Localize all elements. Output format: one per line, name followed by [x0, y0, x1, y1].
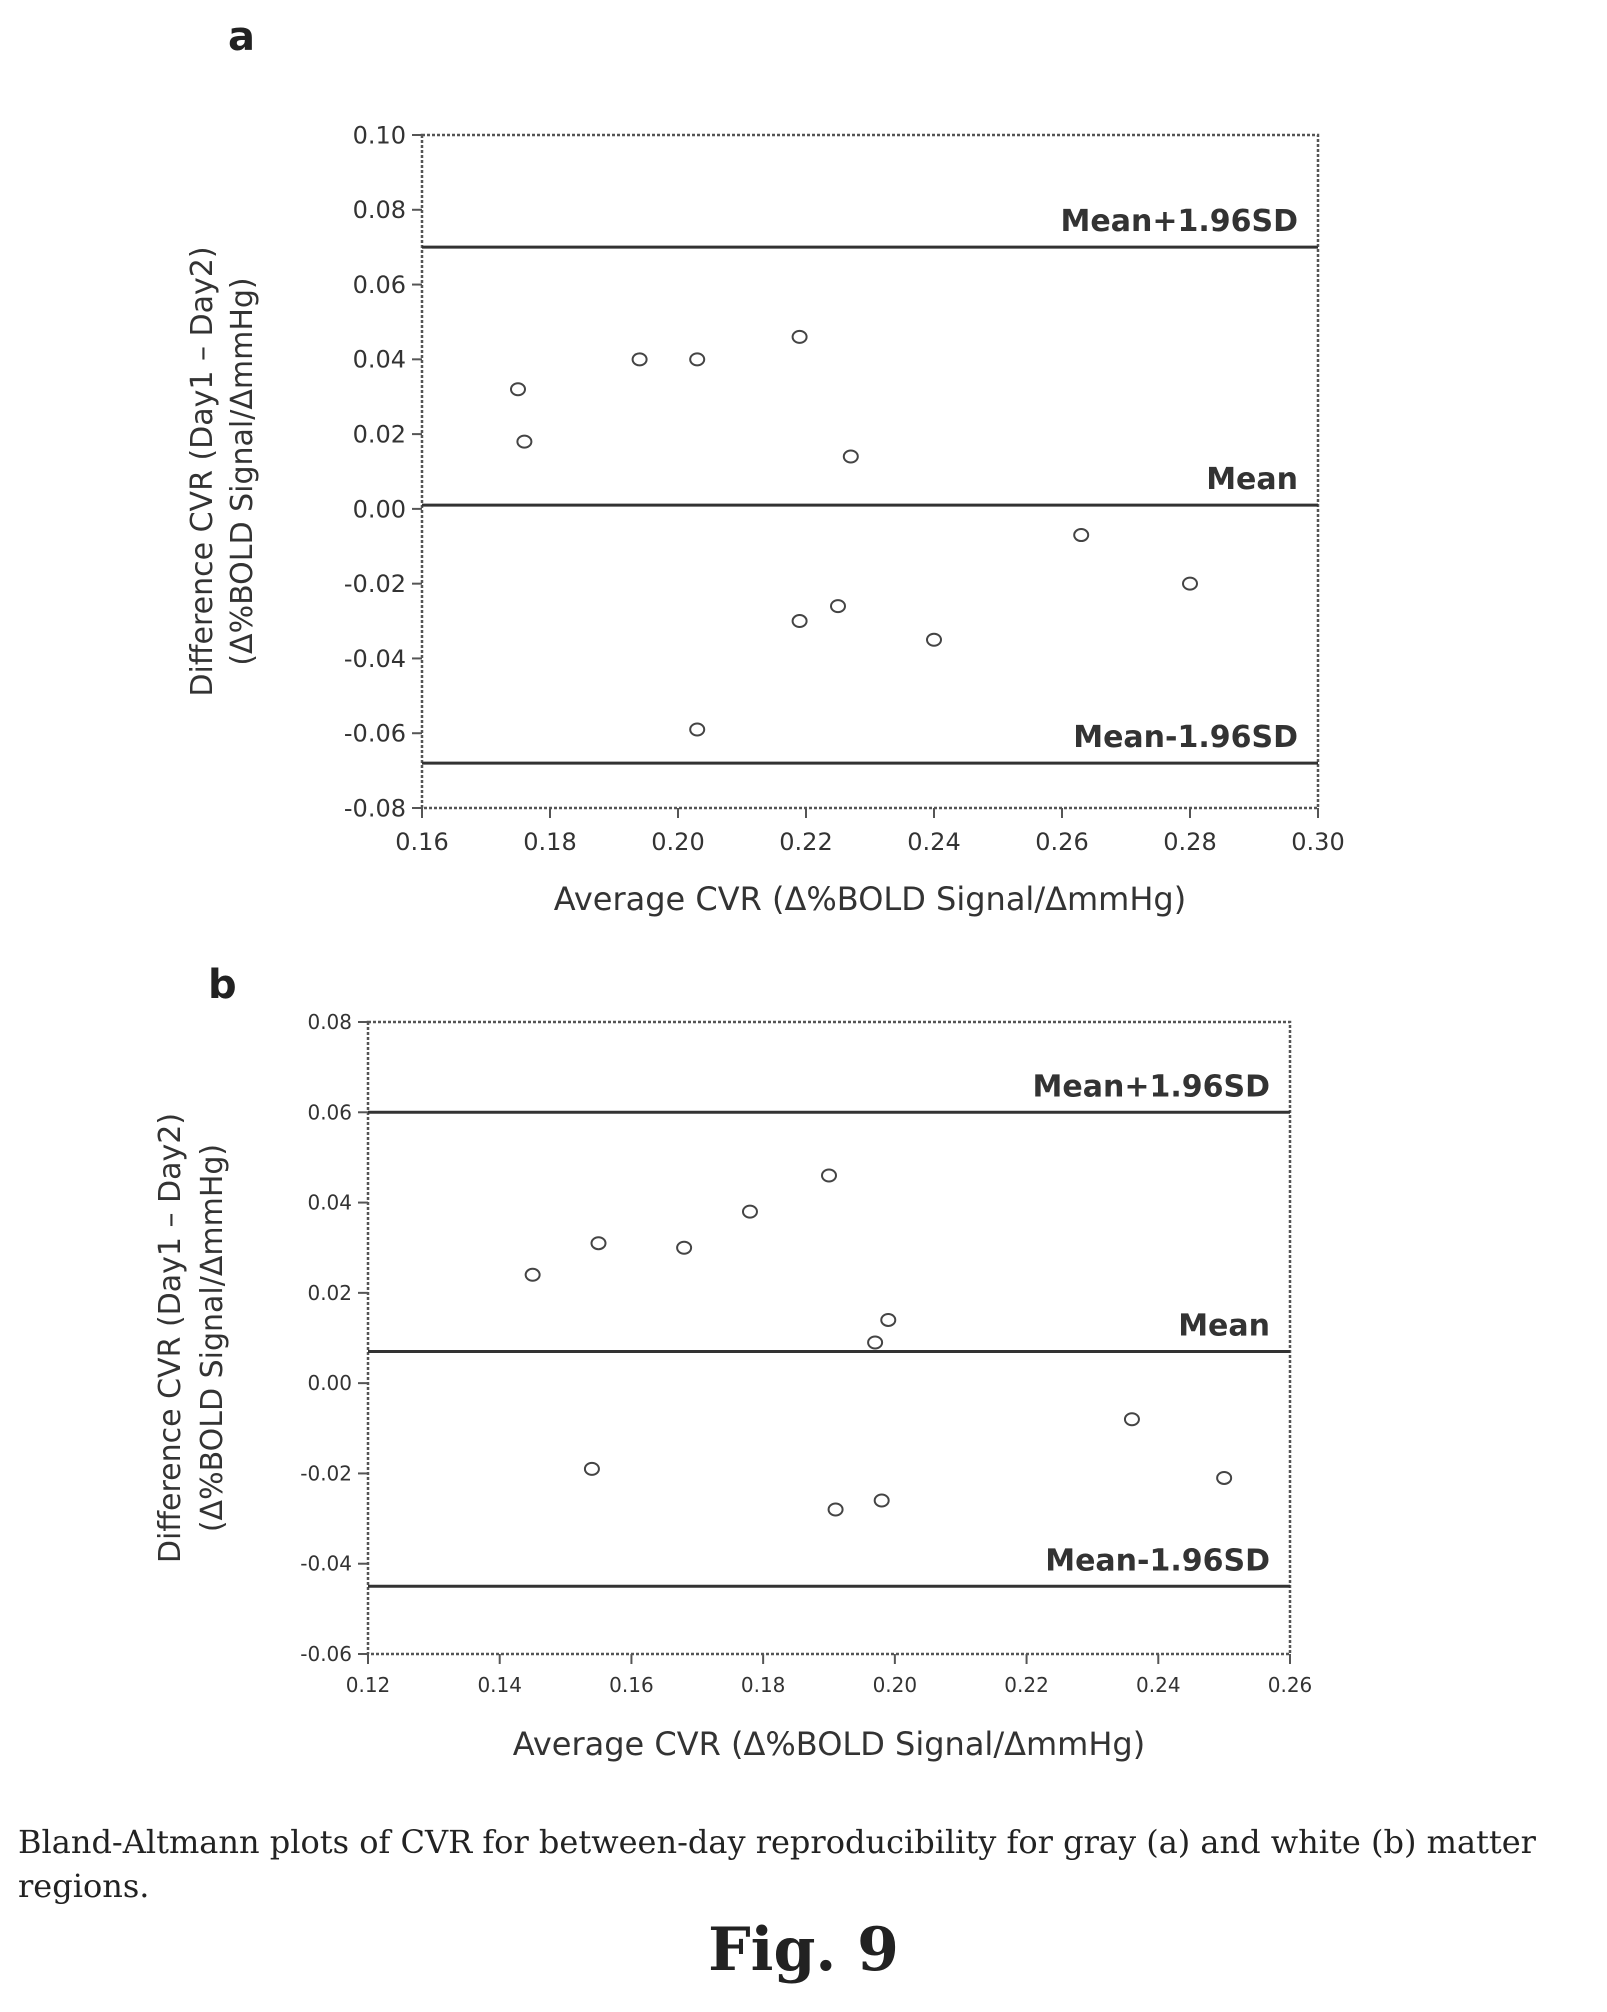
x-tick-label: 0.16	[395, 828, 448, 856]
chart-panel-b: b 0.08 0.06 0.04 0.02 0.00 -0.02 -0.04 -0.06 0.12…	[153, 962, 1312, 1763]
y-tick-label: 0.06	[353, 271, 406, 299]
y-tick-label: 0.00	[353, 495, 406, 523]
plot-frame	[366, 1020, 1292, 1656]
x-tick-label: 0.24	[907, 828, 960, 856]
data-point	[873, 1493, 890, 1508]
reference-line-label: Mean	[1178, 1309, 1270, 1344]
y-tick-label: 0.02	[353, 421, 406, 449]
x-tick-label: 0.22	[1004, 1673, 1049, 1697]
y-tick-label: -0.04	[344, 645, 406, 673]
reference-line-label: Mean+1.96SD	[1033, 1069, 1270, 1104]
data-point	[676, 1240, 693, 1255]
y-tick-label: -0.02	[300, 1461, 352, 1485]
data-point	[880, 1312, 897, 1327]
y-tick-label: 0.08	[307, 1010, 352, 1034]
data-point	[830, 599, 846, 614]
panel-label: b	[208, 962, 237, 1008]
data-point	[867, 1335, 884, 1350]
x-axis-label: Average CVR (Δ%BOLD Signal/ΔmmHg)	[554, 880, 1186, 918]
y-tick-label: 0.06	[307, 1100, 352, 1124]
data-point	[1123, 1412, 1140, 1427]
y-tick-label: 0.10	[353, 121, 406, 149]
x-tick-label: 0.18	[523, 828, 576, 856]
figure-caption: Bland-Altmann plots of CVR for between-d…	[18, 1823, 1536, 1905]
data-point	[689, 352, 706, 367]
reference-line-label: Mean-1.96SD	[1045, 1543, 1270, 1578]
x-tick-label: 0.28	[1163, 828, 1216, 856]
y-tick-label: -0.08	[344, 794, 406, 822]
y-tick-label: -0.02	[344, 570, 406, 598]
data-point	[741, 1204, 758, 1219]
data-point	[1073, 528, 1090, 543]
x-tick-label: 0.16	[609, 1673, 654, 1697]
data-point	[1216, 1470, 1233, 1485]
reference-line-label: Mean	[1206, 462, 1298, 497]
data-point	[842, 449, 859, 464]
data-point	[689, 722, 706, 737]
data-point	[516, 434, 533, 449]
panel-label: a	[228, 14, 255, 60]
data-point	[590, 1236, 607, 1251]
data-point	[791, 614, 808, 629]
y-tick-label: 0.02	[307, 1281, 352, 1305]
plot-frame	[420, 133, 1320, 810]
x-tick-label: 0.18	[741, 1673, 786, 1697]
y-axis-label-line1: Difference CVR (Day1 – Day2)	[185, 246, 220, 696]
x-tick-label: 0.14	[477, 1673, 522, 1697]
x-tick-label: 0.20	[651, 828, 704, 856]
y-tick-label: 0.00	[307, 1371, 352, 1395]
x-tick-label: 0.24	[1136, 1673, 1181, 1697]
y-axis-label-line1: Difference CVR (Day1 – Day2)	[153, 1113, 188, 1563]
data-point	[524, 1267, 541, 1282]
y-axis-label-line2: (Δ%BOLD Signal/ΔmmHg)	[195, 1144, 230, 1532]
y-tick-label: -0.04	[300, 1552, 352, 1576]
data-point	[821, 1168, 837, 1183]
y-tick-label: 0.04	[353, 346, 406, 374]
y-tick-label: -0.06	[344, 720, 406, 748]
x-axis-label: Average CVR (Δ%BOLD Signal/ΔmmHg)	[513, 1725, 1145, 1763]
figure-canvas: a 0.10 0.08 0.06 0.04 0.02 0.00 -0.02 -0.04 -0.06…	[153, 14, 1345, 1763]
x-tick-label: 0.20	[873, 1673, 918, 1697]
y-tick-label: -0.06	[300, 1642, 352, 1666]
data-point	[631, 352, 648, 367]
reference-line-label: Mean-1.96SD	[1073, 720, 1298, 755]
x-tick-label: 0.30	[1291, 828, 1344, 856]
chart-panel-a: a 0.10 0.08 0.06 0.04 0.02 0.00 -0.02 -0.04 -0.06…	[185, 14, 1345, 918]
data-point	[827, 1502, 844, 1517]
data-point	[791, 329, 808, 344]
x-tick-label: 0.26	[1268, 1673, 1313, 1697]
data-point	[510, 382, 526, 397]
x-tick-label: 0.22	[779, 828, 832, 856]
data-point	[926, 632, 942, 647]
y-tick-label: 0.04	[307, 1191, 352, 1215]
reference-line-label: Mean+1.96SD	[1061, 204, 1298, 239]
x-tick-label: 0.26	[1035, 828, 1088, 856]
y-axis-label-line2: (Δ%BOLD Signal/ΔmmHg)	[225, 277, 260, 665]
data-point	[1182, 576, 1198, 591]
data-point	[583, 1461, 600, 1476]
y-tick-label: 0.08	[353, 196, 406, 224]
figure-label: Fig. 9	[708, 1915, 899, 1985]
x-tick-label: 0.12	[346, 1673, 391, 1697]
